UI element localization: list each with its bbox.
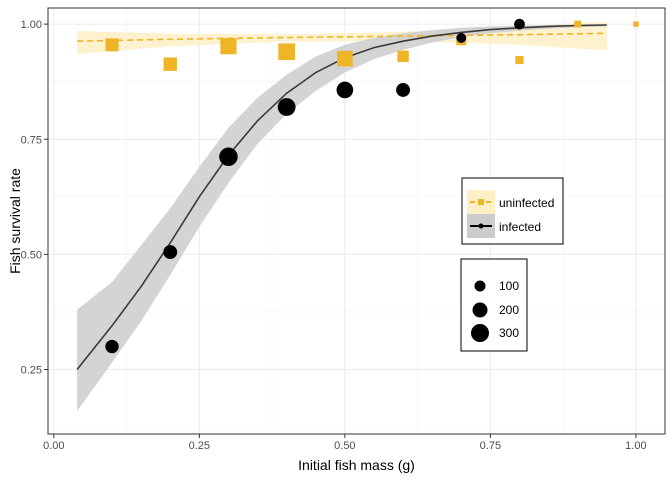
legend-key-uninfected-marker bbox=[478, 199, 484, 205]
legend-label-uninfected: uninfected bbox=[499, 196, 554, 210]
point-uninfected bbox=[574, 20, 582, 28]
point-uninfected bbox=[515, 55, 524, 65]
x-tick-label: 0.75 bbox=[480, 440, 501, 452]
point-uninfected bbox=[337, 50, 353, 67]
y-axis: 0.25 0.50 0.75 1.00 bbox=[21, 19, 48, 377]
size-key-300 bbox=[471, 324, 489, 342]
point-uninfected bbox=[633, 21, 639, 27]
size-label-300: 300 bbox=[499, 326, 519, 340]
x-axis: 0.00 0.25 0.50 0.75 1.00 bbox=[43, 434, 647, 452]
x-tick-label: 0.25 bbox=[189, 440, 210, 452]
point-uninfected bbox=[278, 43, 295, 61]
point-infected bbox=[277, 98, 296, 116]
y-tick-label: 0.50 bbox=[21, 249, 42, 261]
grid bbox=[48, 8, 665, 434]
x-axis-title: Initial fish mass (g) bbox=[298, 457, 415, 473]
size-label-200: 200 bbox=[499, 303, 519, 317]
point-uninfected bbox=[105, 38, 119, 52]
ribbon-infected bbox=[77, 24, 607, 411]
point-infected bbox=[456, 32, 467, 43]
size-legend: 100 200 300 bbox=[460, 258, 528, 352]
legend-label-infected: infected bbox=[499, 220, 541, 234]
y-tick-label: 1.00 bbox=[21, 19, 42, 31]
size-key-100 bbox=[474, 280, 486, 292]
series-legend: uninfected infected bbox=[461, 177, 564, 245]
point-infected bbox=[219, 147, 238, 167]
y-axis-title: Fish survival rate bbox=[7, 168, 23, 274]
y-tick-label: 0.75 bbox=[21, 134, 42, 146]
size-label-100: 100 bbox=[499, 279, 519, 293]
point-uninfected bbox=[397, 50, 409, 63]
size-key-200 bbox=[472, 302, 488, 318]
point-uninfected bbox=[220, 38, 237, 55]
point-infected bbox=[396, 83, 411, 97]
x-tick-label: 0.00 bbox=[43, 440, 64, 452]
data-points bbox=[105, 18, 639, 354]
plot-border bbox=[47, 7, 666, 435]
confidence-ribbons bbox=[77, 21, 607, 411]
point-uninfected bbox=[163, 57, 177, 71]
point-infected bbox=[163, 245, 178, 260]
point-infected bbox=[105, 339, 119, 354]
point-infected bbox=[514, 18, 525, 30]
plot-panel bbox=[47, 7, 666, 435]
x-tick-label: 1.00 bbox=[625, 440, 646, 452]
x-tick-label: 0.50 bbox=[334, 440, 355, 452]
y-tick-label: 0.25 bbox=[21, 365, 42, 377]
point-infected bbox=[336, 81, 354, 99]
legend-key-infected-marker bbox=[478, 223, 484, 229]
